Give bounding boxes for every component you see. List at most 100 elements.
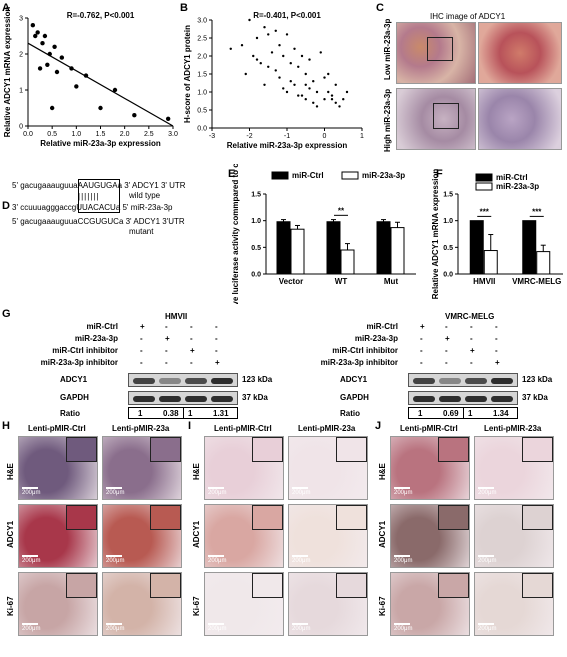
ratio-box — [408, 407, 518, 419]
mir-seed-box: UUACACU — [76, 203, 116, 212]
data-point — [330, 94, 334, 97]
scale-bar: 200μm — [478, 487, 496, 496]
treatment-mark: - — [140, 334, 143, 343]
x-tick-label: 0 — [323, 133, 327, 140]
data-point — [112, 87, 118, 93]
data-point — [293, 47, 296, 50]
adcy1-blot — [408, 373, 518, 387]
bar — [522, 220, 537, 275]
kda-marker-adcy1: 123 kDa — [522, 375, 553, 384]
data-point — [289, 80, 292, 83]
y-tick-label: 0.0 — [251, 272, 261, 279]
blot-band — [211, 378, 233, 384]
y-tick-label: 0.0 — [443, 272, 453, 279]
data-point — [244, 72, 247, 76]
micrograph: 200μm — [102, 572, 182, 636]
data-point — [308, 58, 311, 61]
zoom-inset — [521, 505, 553, 530]
treatment-mark: - — [470, 358, 473, 367]
micro-row-label: Ki-67 — [192, 596, 201, 616]
adcy1-blot — [128, 373, 238, 387]
ratio-value: 1 — [468, 409, 473, 418]
data-point — [300, 94, 304, 97]
y-tick-label: 0.0 — [197, 126, 207, 133]
micrograph: 200μm — [102, 504, 182, 568]
micrograph: 200μm — [474, 504, 554, 568]
y-tick-label: 2.5 — [197, 36, 207, 43]
treatment-mark: - — [420, 358, 423, 367]
y-axis-label: Relative ADCY1 mRNA expression — [431, 169, 440, 300]
data-point — [285, 33, 289, 36]
treatment-label: miR-23a-3p — [354, 334, 398, 343]
legend-swatch — [271, 171, 289, 180]
stat-annotation: R=-0.401, P<0.001 — [253, 11, 321, 20]
data-point — [248, 18, 251, 22]
panel-letter-e: E — [228, 168, 236, 180]
data-point — [285, 90, 289, 94]
y-axis-label: H-score of ADCY1 protein — [183, 25, 192, 123]
data-point — [59, 55, 65, 60]
micro-col-label: Lenti-pMIR-23a — [298, 424, 356, 433]
zoom-inset — [149, 573, 181, 598]
ihc-low-zoom-box — [427, 37, 453, 61]
treatment-mark: + — [190, 346, 195, 355]
blot-band — [185, 378, 207, 384]
x-tick-label: 1 — [360, 133, 364, 140]
data-point — [98, 105, 103, 111]
pairing-bars: ||||||| — [78, 192, 100, 201]
treatment-label: miR-23a-3p inhibitor — [320, 358, 398, 367]
micrograph: 200μm — [288, 504, 368, 568]
bar — [483, 250, 498, 275]
micrograph: 200μm — [390, 436, 470, 500]
bar — [326, 221, 341, 275]
legend-label: miR-23a-3p — [496, 182, 539, 191]
mut-seed: CCGUGUC — [77, 217, 119, 226]
data-point — [132, 113, 137, 118]
treatment-label: miR-Ctrl — [366, 322, 398, 331]
y-tick-label: 2 — [19, 52, 23, 59]
zoom-inset — [251, 437, 283, 462]
wt-label2: wild type — [129, 191, 161, 200]
data-point — [255, 36, 259, 40]
data-point — [315, 90, 319, 94]
data-point — [323, 76, 326, 79]
x-tick-label: 2.0 — [120, 131, 130, 138]
treatment-mark: - — [470, 334, 473, 343]
zoom-inset — [335, 573, 367, 598]
bar-chart-f: 0.0 0.5 1.0 1.5 HMVII VMRC-MELG miR-CtrlmiR-23… — [431, 169, 563, 300]
stat-annotation: R=-0.762, P<0.001 — [67, 11, 135, 20]
legend-swatch — [475, 173, 493, 182]
data-point — [45, 62, 50, 67]
ihc-row-low: Low miR-23a-3p — [383, 18, 392, 80]
panel-letter-f: F — [436, 168, 443, 180]
y-tick-label: 1.5 — [443, 192, 453, 199]
data-point — [304, 83, 307, 87]
data-point — [30, 23, 36, 28]
treatment-mark: - — [420, 346, 423, 355]
gapdh-blot — [408, 391, 518, 405]
kda-marker-gapdh: 37 kDa — [522, 393, 548, 402]
data-point — [308, 87, 311, 90]
data-point — [252, 54, 255, 58]
wt-seq-prefix: 5' gacugaaauguua — [12, 181, 78, 190]
treatment-mark: + — [495, 358, 500, 367]
y-tick-label: 1.0 — [251, 218, 261, 225]
zoom-inset — [335, 437, 367, 462]
wt-sequence: 5' gacugaaauguuaAAUGUGAa 3' ADCY1 3' UTR — [12, 180, 186, 191]
data-point — [267, 65, 270, 69]
ratio-divider — [463, 408, 464, 418]
data-point — [330, 98, 334, 101]
blot-band — [159, 378, 181, 384]
ratio-value: 0.69 — [443, 409, 459, 418]
y-tick-label: 1.5 — [251, 192, 261, 199]
regression-line — [27, 42, 174, 127]
wt-label: ADCY1 3' UTR — [132, 181, 186, 190]
data-point — [74, 84, 79, 89]
data-point — [312, 101, 315, 105]
legend-label: miR-Ctrl — [292, 171, 324, 180]
ihc-low-overview — [396, 22, 476, 84]
legend-label: miR-23a-3p — [362, 171, 405, 180]
micro-row-label: H&E — [378, 463, 387, 480]
scale-bar: 200μm — [478, 623, 496, 632]
significance-mark: *** — [480, 207, 490, 216]
